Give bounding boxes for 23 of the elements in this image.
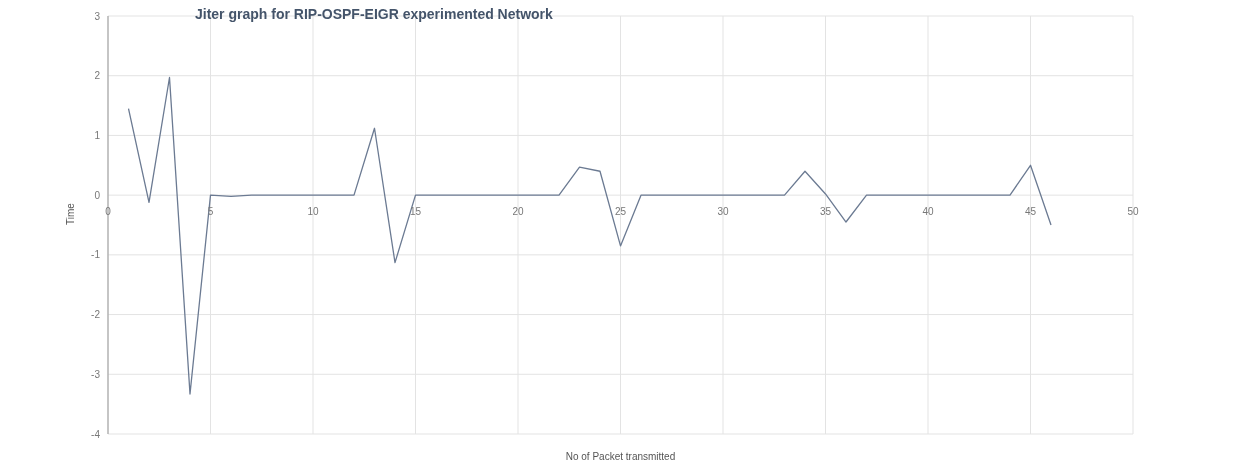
y-axis-title: Time [64, 202, 76, 225]
x-tick-label: 35 [819, 206, 832, 218]
x-axis-title: No of Packet transmitted [565, 451, 676, 462]
y-tick-label: 0 [94, 189, 101, 201]
x-tick-label: 5 [207, 206, 214, 218]
line-series [127, 76, 1052, 395]
x-tick-label: 20 [512, 206, 524, 218]
x-tick-label: 30 [717, 206, 729, 218]
y-tick-label: -2 [91, 309, 101, 321]
x-tick-label: 0 [105, 206, 112, 218]
chart-title: Jiter graph for RIP-OSPF-EIGR experimented Network [195, 6, 553, 22]
y-tick-label: 1 [94, 129, 101, 141]
y-tick-label: -4 [91, 428, 101, 440]
x-tick-label: 25 [614, 206, 627, 218]
y-tick-label: -1 [91, 249, 101, 261]
y-tick-label: 2 [94, 70, 101, 82]
x-tick-label: 15 [409, 206, 422, 218]
x-tick-label: 10 [307, 206, 319, 218]
x-tick-label: 40 [922, 206, 934, 218]
y-tick-label: -3 [91, 368, 101, 380]
x-tick-label: 45 [1024, 206, 1037, 218]
y-tick-label: 3 [94, 10, 101, 22]
x-tick-label: 50 [1127, 206, 1139, 218]
